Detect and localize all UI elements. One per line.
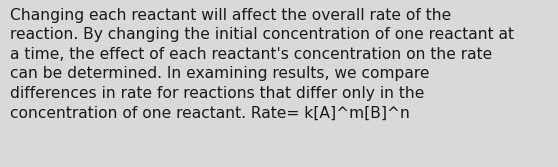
Text: Changing each reactant will affect the overall rate of the
reaction. By changing: Changing each reactant will affect the o… (10, 8, 514, 120)
